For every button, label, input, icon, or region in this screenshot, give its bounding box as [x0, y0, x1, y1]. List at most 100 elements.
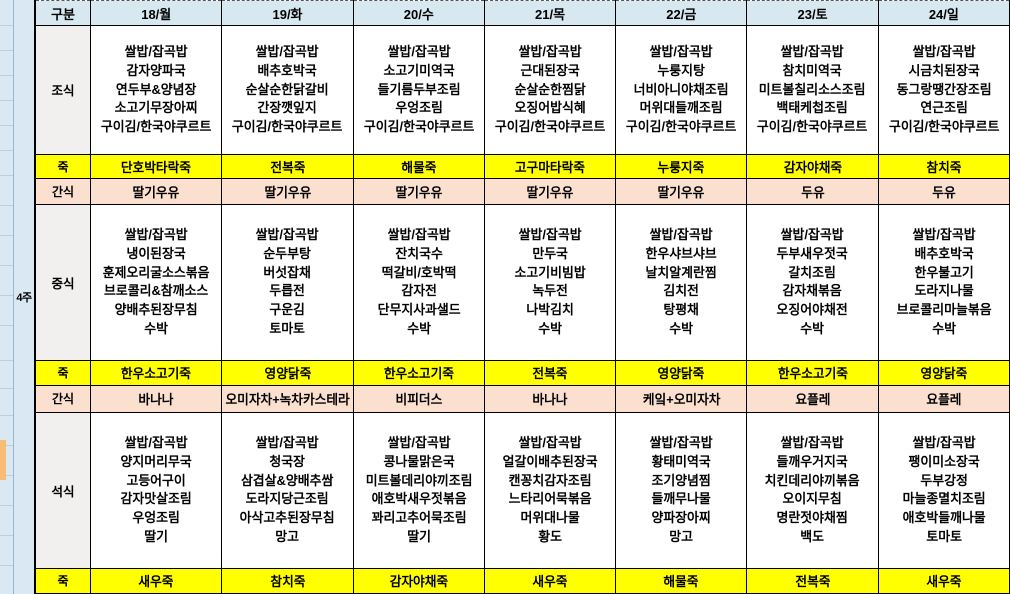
- menu-item: 배추호박국: [914, 245, 974, 261]
- cell-porridge-noon-2: 한우소고기죽: [352, 359, 485, 386]
- menu-item: 두부강정: [920, 472, 968, 488]
- cell-snack-noon-2: 비피더스: [352, 384, 485, 413]
- menu-item: 참치미역국: [782, 62, 843, 78]
- menu-item: 시금치된장국: [908, 62, 980, 78]
- table-row-breakfast: 조식 쌀밥/잡곡밥 감자양파국 연두부&양념장 소고기무장아찌 구이김/한국야쿠르트 쌀…: [34, 25, 1010, 155]
- row-label-lunch: 중식: [34, 203, 92, 361]
- cell-breakfast-2: 쌀밥/잡곡밥 소고기미역국 들기름두부조림 우엉조림 구이김/한국야쿠르트: [352, 25, 485, 155]
- menu-item: 오이지무침: [782, 491, 843, 507]
- menu-item: 오징어밥식혜: [514, 100, 586, 116]
- cell-breakfast-5: 쌀밥/잡곡밥 참치미역국 미트볼칠리소스조림 백태케첩조림 구이김/한국야쿠르트: [746, 25, 879, 155]
- menu-item: 딸기: [406, 529, 431, 545]
- menu-item: 두부새우젓국: [776, 245, 849, 261]
- menu-item: 버섯잡채: [263, 264, 312, 280]
- menu-item: 머위대나물: [520, 510, 580, 526]
- menu-item: 얼갈이배추된장국: [502, 453, 598, 469]
- cell-snack-noon-1: 오미자차+녹차카스테라: [221, 384, 354, 413]
- cell-porridge-morning-0: 단호박타락죽: [90, 153, 223, 179]
- menu-item: 애호박새우젓볶음: [371, 491, 467, 507]
- menu-item: 두릅전: [269, 283, 306, 299]
- menu-item: 연두부&양념장: [115, 81, 197, 97]
- cell-lunch-6: 쌀밥/잡곡밥 배추호박국 한우불고기 도라지나물 브로콜리마늘볶음 수박: [877, 203, 1010, 361]
- menu-item: 쌀밥/잡곡밥: [649, 434, 713, 450]
- menu-item: 백도: [800, 529, 825, 545]
- menu-item: 마늘종멸치조림: [902, 491, 986, 507]
- row-header-gutter[interactable]: [0, 0, 14, 594]
- week-label-cell: 4주: [14, 0, 35, 594]
- menu-item: 수박: [931, 321, 956, 337]
- menu-item: 너비아니야채조림: [633, 81, 729, 97]
- menu-item: 쌀밥/잡곡밥: [124, 43, 188, 59]
- menu-item: 간장깻잎지: [257, 100, 318, 116]
- menu-item: 양배추된장무침: [114, 302, 198, 318]
- menu-item: 쌀밥/잡곡밥: [781, 43, 845, 59]
- cell-breakfast-6: 쌀밥/잡곡밥 시금치된장국 동그랑땡간장조림 연근조림 구이김/한국야쿠르트: [877, 25, 1010, 155]
- cell-snack-morning-0: 딸기우유: [90, 177, 223, 205]
- cell-porridge-evening-4: 해물죽: [615, 567, 748, 594]
- menu-item: 꽈리고추어묵조림: [371, 510, 467, 526]
- cell-dinner-0: 쌀밥/잡곡밥 양지머리무국 고등어구이 감자맛살조림 우엉조림 딸기: [90, 411, 223, 569]
- cell-lunch-1: 쌀밥/잡곡밥 순두부탕 버섯잡채 두릅전 구운김 토마토: [221, 203, 354, 361]
- menu-item: 수박: [800, 321, 825, 337]
- menu-item: 나박김치: [526, 302, 574, 318]
- menu-item: 쌀밥/잡곡밥: [518, 226, 582, 242]
- table-row-porridge-morning: 죽 단호박타락죽 전복죽 해물죽 고구마타락죽 누룽지죽 감자야채죽 참치죽: [34, 153, 1010, 179]
- cell-snack-noon-3: 바나나: [483, 384, 617, 413]
- menu-item: 쌀밥/잡곡밥: [518, 43, 582, 59]
- cell-porridge-noon-1: 영양닭죽: [221, 359, 354, 386]
- menu-item: 쌀밥/잡곡밥: [649, 43, 713, 59]
- menu-item: 캔꽁치감자조림: [508, 472, 592, 488]
- menu-item: 들기름두부조림: [377, 81, 461, 97]
- menu-item: 쌀밥/잡곡밥: [781, 434, 845, 450]
- cell-snack-noon-0: 바나나: [90, 384, 223, 413]
- table-row-snack-morning: 간식 딸기우유 딸기우유 딸기우유 딸기우유 딸기우유 두유 두유: [34, 177, 1010, 205]
- menu-item: 황도: [538, 529, 562, 545]
- menu-item: 배추호박국: [257, 62, 318, 78]
- table-row-lunch: 중식 쌀밥/잡곡밥 냉이된장국 훈제오리굴소스볶음 브로콜리&참깨소스 양배추된장무침 수…: [34, 203, 1010, 361]
- cell-breakfast-1: 쌀밥/잡곡밥 배추호박국 순살순한닭갈비 간장깻잎지 구이김/한국야쿠르트: [221, 25, 354, 155]
- menu-item: 쌀밥/잡곡밥: [387, 434, 451, 450]
- menu-item: 조기양념찜: [651, 472, 711, 488]
- week-label: 4주: [16, 292, 32, 304]
- menu-item: 우엉조림: [132, 510, 180, 526]
- menu-item: 양지머리무국: [120, 453, 192, 469]
- header-category: 구분: [34, 0, 92, 26]
- menu-item: 잔치국수: [395, 245, 443, 261]
- header-day-5: 23/토: [746, 0, 879, 26]
- cell-lunch-3: 쌀밥/잡곡밥 만두국 소고기비빔밥 녹두전 나박김치 수박: [483, 203, 617, 361]
- cell-dinner-6: 쌀밥/잡곡밥 팽이미소장국 두부강정 마늘종멸치조림 애호박들깨나물 토마토: [877, 411, 1010, 569]
- cell-snack-morning-1: 딸기우유: [221, 177, 354, 205]
- menu-item: 쌀밥/잡곡밥: [124, 226, 188, 242]
- menu-item: 느타리어묵볶음: [508, 491, 592, 507]
- menu-item: 녹두전: [532, 283, 568, 299]
- menu-item: 소고기미역국: [383, 62, 455, 78]
- menu-item: 쌀밥/잡곡밥: [256, 434, 319, 450]
- menu-item: 구이김/한국야쿠르트: [757, 119, 868, 135]
- table-header-row: 구분 18/월 19/화 20/수 21/목 22/금 23/토 24/일: [34, 0, 1010, 26]
- cell-porridge-morning-1: 전복죽: [221, 153, 354, 179]
- menu-item: 소고기비빔밥: [514, 264, 586, 280]
- menu-item: 애호박들깨나물: [902, 510, 986, 526]
- header-day-1: 19/화: [221, 0, 354, 26]
- menu-item: 구이김/한국야쿠르트: [101, 119, 212, 135]
- menu-item: 토마토: [926, 529, 962, 545]
- cell-porridge-evening-5: 전복죽: [746, 567, 879, 594]
- menu-item: 명란젓야채찜: [776, 510, 849, 526]
- menu-item: 쌀밥/잡곡밥: [518, 434, 582, 450]
- menu-item: 감자채볶음: [782, 283, 843, 299]
- menu-item: 근대된장국: [520, 62, 580, 78]
- header-day-3: 21/목: [483, 0, 617, 26]
- menu-item: 수박: [669, 321, 694, 337]
- menu-item: 황태미역국: [651, 453, 711, 469]
- header-day-0: 18/월: [90, 0, 223, 26]
- menu-item: 쌀밥/잡곡밥: [387, 226, 451, 242]
- menu-item: 쌀밥/잡곡밥: [912, 43, 976, 59]
- menu-item: 미트볼칠리소스조림: [759, 81, 866, 97]
- menu-item: 수박: [144, 321, 169, 337]
- cell-porridge-noon-3: 전복죽: [483, 359, 617, 386]
- cell-porridge-morning-2: 해물죽: [352, 153, 485, 179]
- menu-item: 쌀밥/잡곡밥: [781, 226, 845, 242]
- menu-item: 날치알계란찜: [645, 264, 717, 280]
